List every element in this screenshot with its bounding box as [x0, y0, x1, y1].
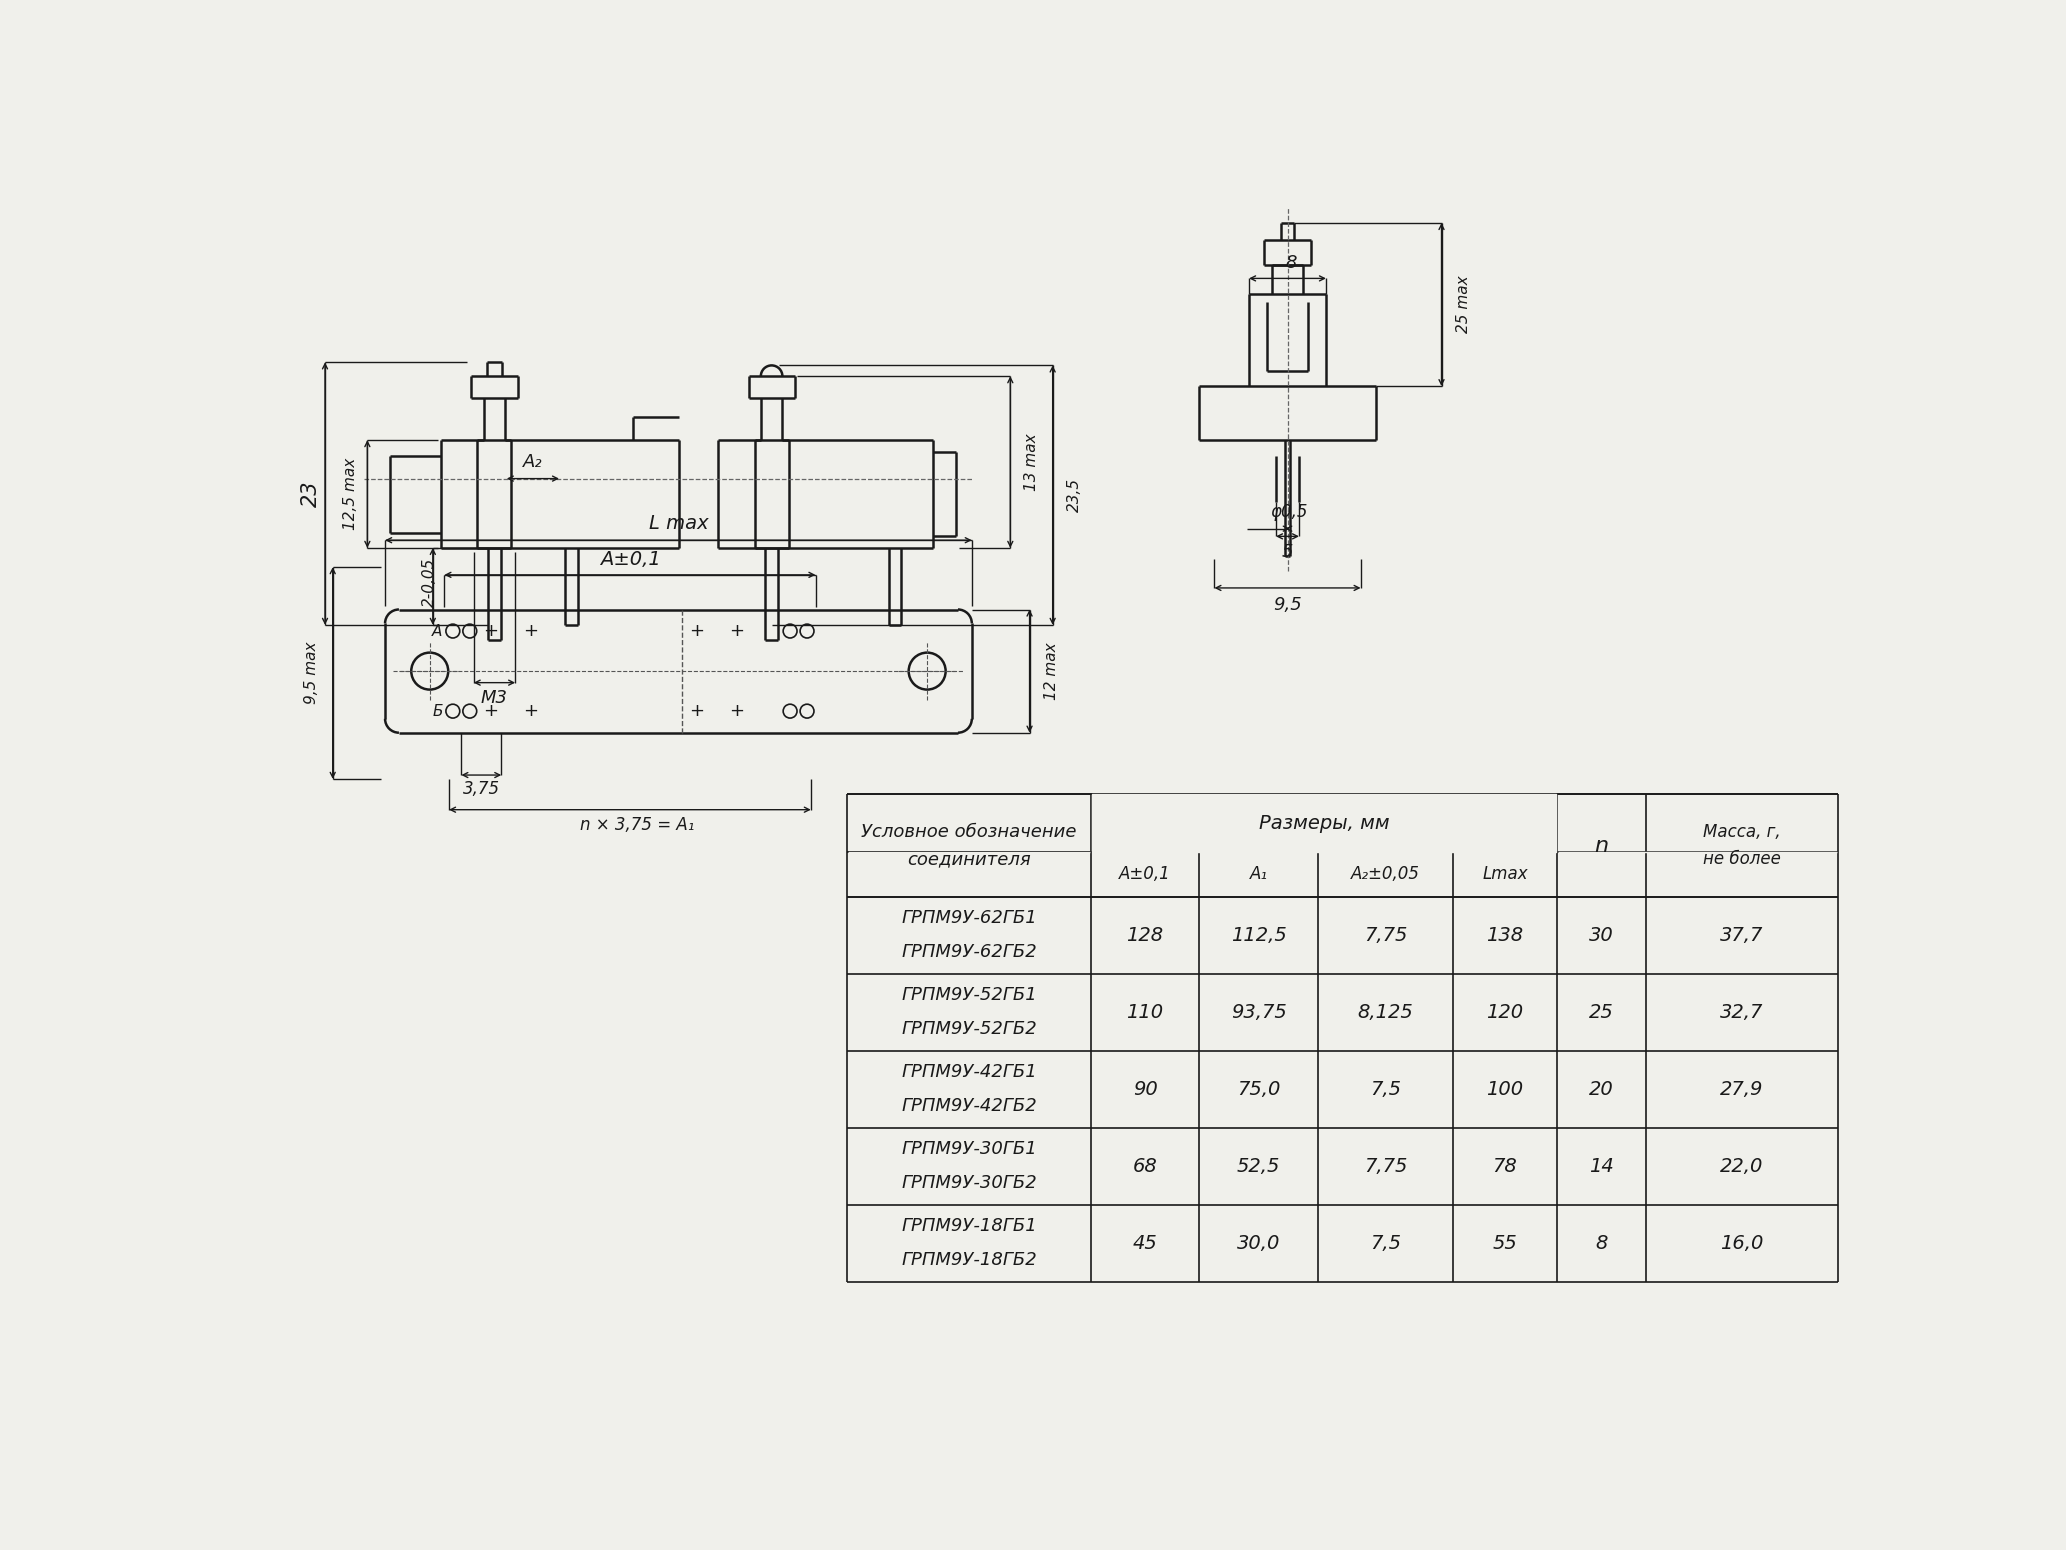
Text: 25 max: 25 max — [1457, 276, 1471, 333]
Text: 14: 14 — [1589, 1156, 1614, 1176]
Text: соединителя: соединителя — [907, 851, 1031, 868]
Text: A₂±0,05: A₂±0,05 — [1351, 865, 1419, 883]
Text: n × 3,75 = A₁: n × 3,75 = A₁ — [581, 817, 694, 834]
Text: 23: 23 — [302, 480, 320, 507]
Text: +: + — [523, 702, 537, 721]
Text: 20: 20 — [1589, 1080, 1614, 1099]
Text: ГРПМ9У-62ГБ2: ГРПМ9У-62ГБ2 — [901, 942, 1037, 961]
Text: φ0,5: φ0,5 — [1271, 502, 1308, 521]
Text: 2-0,05: 2-0,05 — [421, 558, 438, 608]
Text: ГРПМ9У-52ГБ2: ГРПМ9У-52ГБ2 — [901, 1020, 1037, 1038]
Text: 75,0: 75,0 — [1238, 1080, 1281, 1099]
Text: Условное обозначение: Условное обозначение — [862, 823, 1076, 840]
Text: 22,0: 22,0 — [1721, 1156, 1764, 1176]
Text: ГРПМ9У-30ГБ1: ГРПМ9У-30ГБ1 — [901, 1141, 1037, 1158]
Text: 12,5 max: 12,5 max — [343, 457, 357, 530]
Text: A±0,1: A±0,1 — [599, 550, 661, 569]
Text: 100: 100 — [1485, 1080, 1523, 1099]
Text: n: n — [1595, 835, 1607, 856]
Text: +: + — [688, 702, 705, 721]
Text: 25: 25 — [1589, 1003, 1614, 1021]
Text: A±0,1: A±0,1 — [1120, 865, 1171, 883]
Text: Размеры, мм: Размеры, мм — [1258, 814, 1390, 832]
Text: +: + — [483, 622, 498, 640]
Text: 78: 78 — [1492, 1156, 1516, 1176]
Text: 37,7: 37,7 — [1721, 925, 1764, 944]
Text: 8: 8 — [1595, 1234, 1607, 1252]
Text: Lmax: Lmax — [1481, 865, 1529, 883]
Text: 7,5: 7,5 — [1370, 1080, 1401, 1099]
Text: 9,5 max: 9,5 max — [304, 642, 318, 704]
Text: 110: 110 — [1126, 1003, 1163, 1021]
Text: М3: М3 — [481, 690, 508, 707]
Text: 120: 120 — [1485, 1003, 1523, 1021]
Text: A₂: A₂ — [523, 453, 543, 471]
Text: A₁: A₁ — [1250, 865, 1269, 883]
Text: А: А — [432, 623, 442, 639]
Text: 32,7: 32,7 — [1721, 1003, 1764, 1021]
Text: 7,5: 7,5 — [1370, 1234, 1401, 1252]
Text: +: + — [688, 622, 705, 640]
Text: 7,75: 7,75 — [1364, 1156, 1407, 1176]
Text: 30,0: 30,0 — [1238, 1234, 1281, 1252]
Text: 93,75: 93,75 — [1231, 1003, 1287, 1021]
Text: ГРПМ9У-42ГБ2: ГРПМ9У-42ГБ2 — [901, 1097, 1037, 1114]
Text: ГРПМ9У-62ГБ1: ГРПМ9У-62ГБ1 — [901, 910, 1037, 927]
Text: 52,5: 52,5 — [1238, 1156, 1281, 1176]
Text: не более: не более — [1702, 851, 1781, 868]
Text: 128: 128 — [1126, 925, 1163, 944]
Text: 23,5: 23,5 — [1066, 477, 1083, 512]
Text: ГРПМ9У-30ГБ2: ГРПМ9У-30ГБ2 — [901, 1175, 1037, 1192]
Text: 45: 45 — [1132, 1234, 1157, 1252]
Text: 7,75: 7,75 — [1364, 925, 1407, 944]
Text: +: + — [523, 622, 537, 640]
Text: ГРПМ9У-18ГБ1: ГРПМ9У-18ГБ1 — [901, 1217, 1037, 1235]
Text: 13 max: 13 max — [1025, 434, 1039, 491]
Text: 138: 138 — [1485, 925, 1523, 944]
Text: 90: 90 — [1132, 1080, 1157, 1099]
Text: 9,5: 9,5 — [1273, 595, 1302, 614]
Text: +: + — [483, 702, 498, 721]
Text: 68: 68 — [1132, 1156, 1157, 1176]
Text: Б: Б — [432, 704, 442, 719]
Text: ГРПМ9У-42ГБ1: ГРПМ9У-42ГБ1 — [901, 1063, 1037, 1082]
Text: +: + — [729, 622, 744, 640]
Text: Масса, г,: Масса, г, — [1702, 823, 1781, 840]
Text: +: + — [729, 702, 744, 721]
Text: ГРПМ9У-18ГБ2: ГРПМ9У-18ГБ2 — [901, 1251, 1037, 1269]
Text: 55: 55 — [1492, 1234, 1516, 1252]
Text: 16,0: 16,0 — [1721, 1234, 1764, 1252]
Text: 30: 30 — [1589, 925, 1614, 944]
Text: 5: 5 — [1281, 542, 1293, 561]
Text: L max: L max — [649, 513, 709, 533]
Text: ГРПМ9У-52ГБ1: ГРПМ9У-52ГБ1 — [901, 986, 1037, 1004]
Text: 3,75: 3,75 — [463, 780, 500, 798]
Text: 8,125: 8,125 — [1357, 1003, 1413, 1021]
Text: 27,9: 27,9 — [1721, 1080, 1764, 1099]
Text: 8: 8 — [1285, 254, 1297, 271]
Text: 112,5: 112,5 — [1231, 925, 1287, 944]
Text: 12 max: 12 max — [1043, 642, 1058, 701]
